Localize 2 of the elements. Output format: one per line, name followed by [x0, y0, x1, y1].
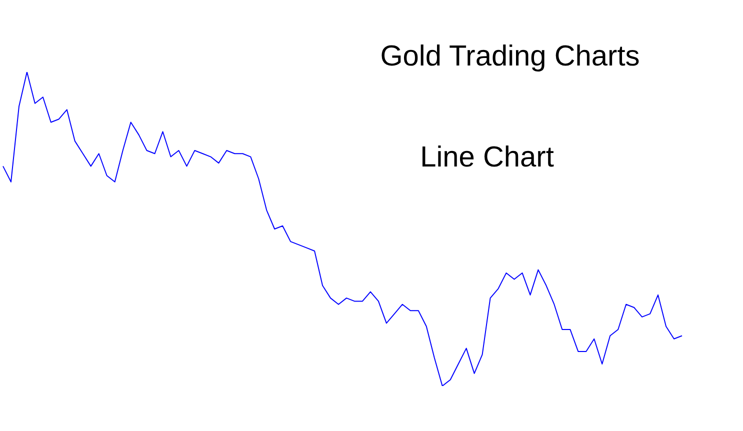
chart-title: Gold Trading Charts	[380, 40, 640, 74]
text: Line Chart	[420, 142, 554, 174]
